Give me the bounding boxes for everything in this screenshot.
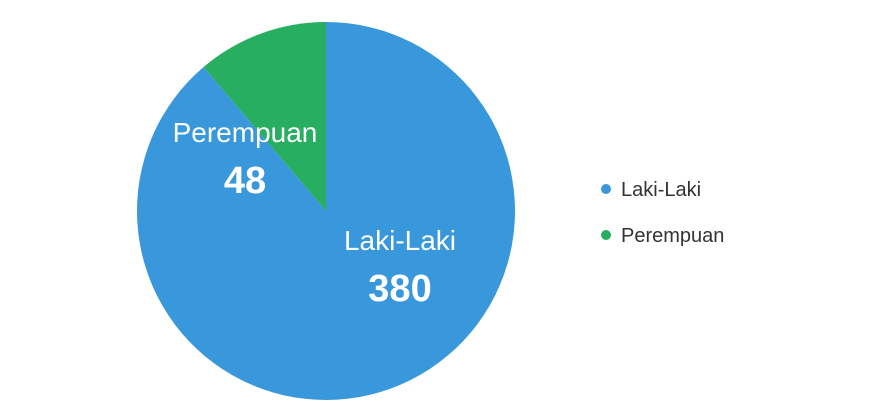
slice-label-name: Laki-Laki (344, 225, 456, 256)
slice-label-name: Perempuan (173, 117, 318, 148)
pie-slice-perempuan[interactable] (203, 22, 326, 211)
legend-marker (601, 184, 611, 194)
slice-label-value: 380 (368, 268, 431, 310)
legend-marker (601, 230, 611, 240)
legend-entry[interactable]: Perempuan (621, 225, 724, 247)
pie-slice-laki-laki[interactable] (136, 22, 515, 400)
legend-entry[interactable]: Laki-Laki (621, 179, 701, 201)
slice-label-value: 48 (224, 160, 266, 202)
